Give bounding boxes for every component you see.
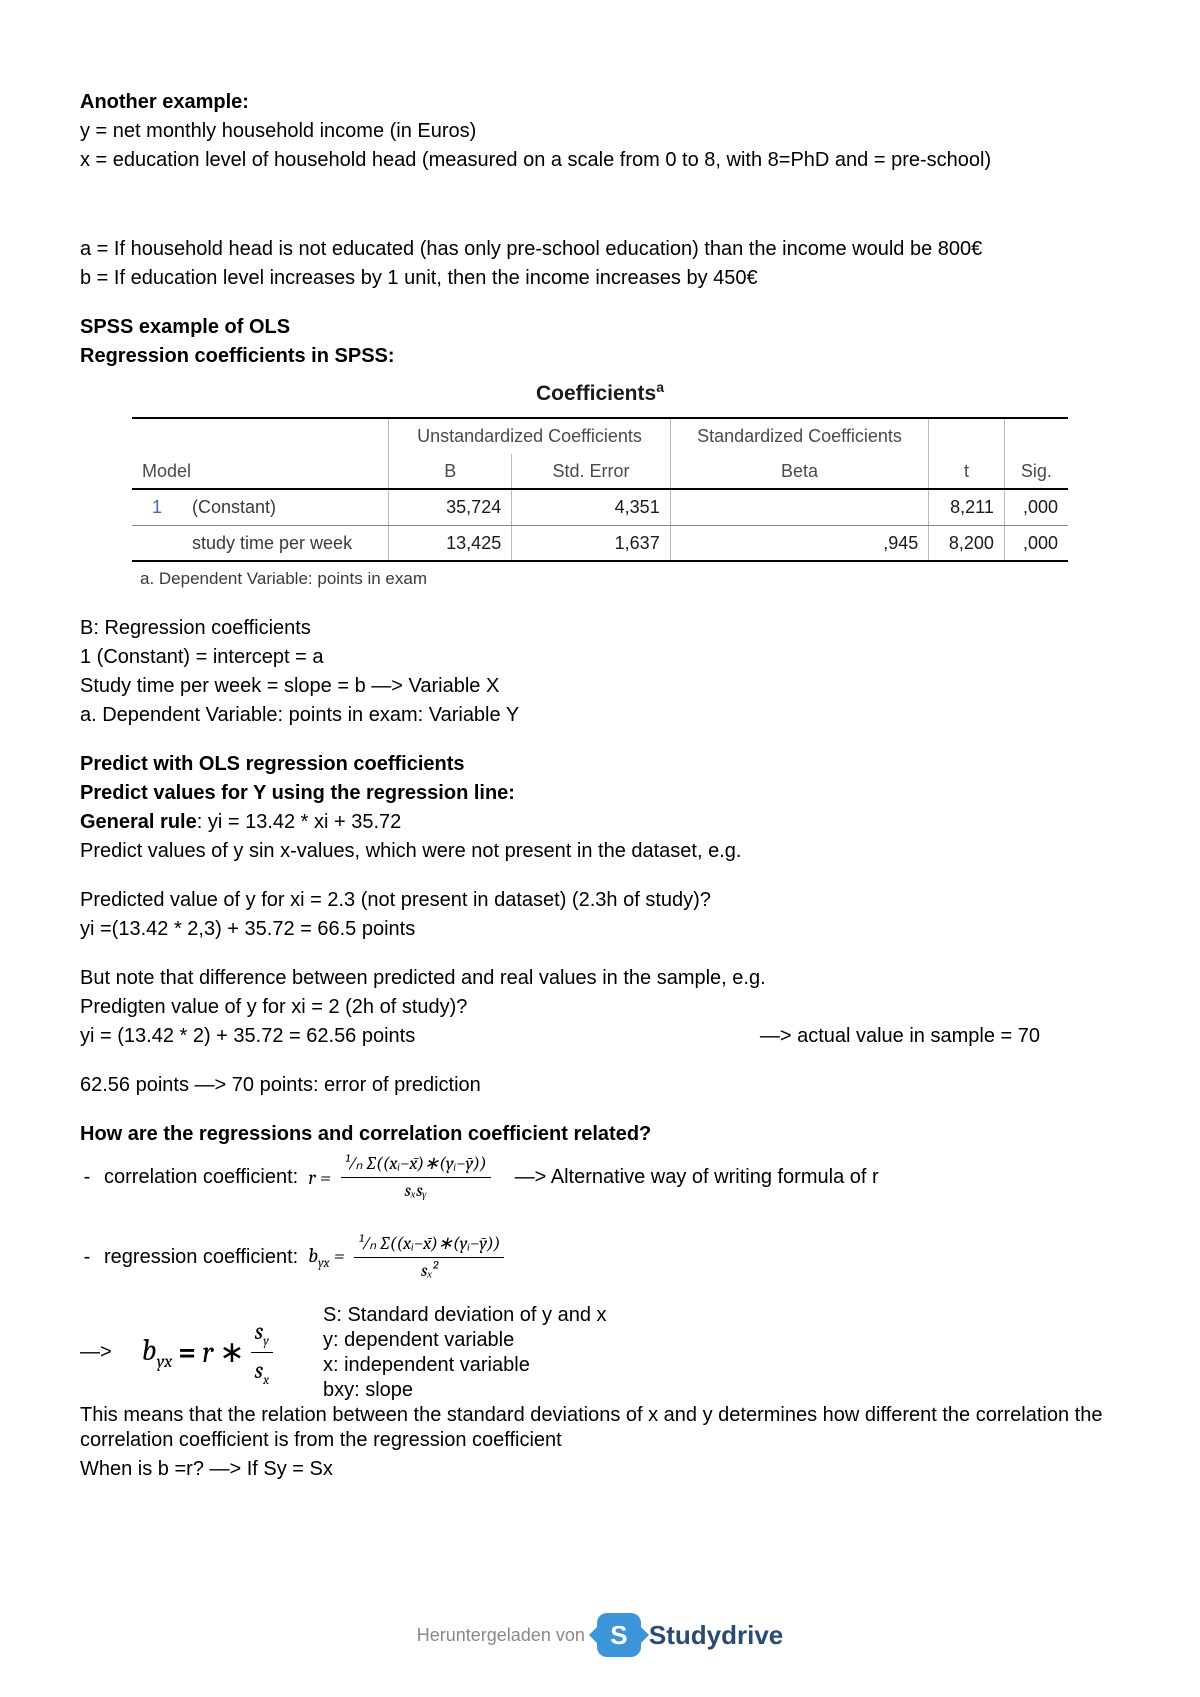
- col-b: B: [389, 454, 512, 490]
- explain-constant: 1 (Constant) = intercept = a: [80, 645, 1120, 670]
- cell-se: 4,351: [512, 489, 670, 525]
- cell-b: 13,425: [389, 525, 512, 561]
- coefficients-table: Unstandardized Coefficients Standardized…: [132, 417, 1068, 562]
- y-definition: y = net monthly household income (in Eur…: [80, 119, 1120, 144]
- predict-line: Predigten value of y for xi = 2 (2h of s…: [80, 995, 1120, 1020]
- yx-sub: yx: [157, 1351, 173, 1372]
- reg-formula-line: - regression coefficient: byx = ¹⁄ₙ ∑((x…: [80, 1233, 1120, 1283]
- frac-num: ¹⁄ₙ ∑((xᵢ−x̄)∗(yᵢ−ȳ)): [341, 1153, 491, 1179]
- reg-label: regression coefficient:: [104, 1245, 298, 1270]
- a-definition: a = If household head is not educated (h…: [80, 237, 1120, 262]
- relation-heading: How are the regressions and correlation …: [80, 1122, 1120, 1147]
- bullet-dash: -: [80, 1165, 94, 1190]
- cell-se: 1,637: [512, 525, 670, 561]
- frac-den: sₓsᵧ: [401, 1178, 431, 1203]
- arrow: —>: [80, 1340, 112, 1365]
- def-s: S: Standard deviation of y and x: [323, 1303, 607, 1328]
- def-bxy: bxy: slope: [323, 1378, 607, 1403]
- predict-line: Predict values of y sin x-values, which …: [80, 839, 1120, 864]
- def-x: x: independent variable: [323, 1353, 607, 1378]
- b-definition: b = If education level increases by 1 un…: [80, 266, 1120, 291]
- spss-title-sup: a: [656, 379, 664, 395]
- col-model: Model: [132, 454, 389, 490]
- col-t: t: [929, 454, 1005, 490]
- explain-b: B: Regression coefficients: [80, 616, 1120, 641]
- eq-sign: =: [178, 1334, 196, 1372]
- sy-sx-fraction: sy sx: [250, 1316, 273, 1389]
- col-se: Std. Error: [512, 454, 670, 490]
- spss-footnote: a. Dependent Variable: points in exam: [140, 568, 1120, 589]
- star-sym: ∗: [219, 1334, 244, 1372]
- predict-line-split: yi = (13.42 * 2) + 35.72 = 62.56 points …: [80, 1024, 1040, 1049]
- rule-eq: : yi = 13.42 * xi + 35.72: [197, 811, 402, 833]
- corr-fraction: ¹⁄ₙ ∑((xᵢ−x̄)∗(yᵢ−ȳ)) sₓsᵧ: [341, 1153, 491, 1203]
- explain-depvar: a. Dependent Variable: points in exam: V…: [80, 703, 1120, 728]
- byx-relation-line: —> byx = r ∗ sy sx S: Standard deviation…: [80, 1303, 1120, 1403]
- cell-beta: [670, 489, 929, 525]
- footer: Heruntergeladen von S Studydrive: [0, 1613, 1200, 1657]
- b-sym: b: [142, 1333, 157, 1368]
- definitions-block: S: Standard deviation of y and x y: depe…: [323, 1303, 607, 1403]
- corr-label: correlation coefficient:: [104, 1165, 298, 1190]
- byx-equals: byx =: [308, 1243, 344, 1272]
- studydrive-logo: S Studydrive: [597, 1613, 783, 1657]
- frac-den: sₓ²: [417, 1258, 442, 1283]
- bullet-dash: -: [80, 1245, 94, 1270]
- predict-heading-1: Predict with OLS regression coefficients: [80, 752, 1120, 777]
- cell-sig: ,000: [1004, 489, 1068, 525]
- cell-model: [132, 525, 182, 561]
- predict-heading-2: Predict values for Y using the regressio…: [80, 781, 1120, 806]
- cell-t: 8,200: [929, 525, 1005, 561]
- cell-sig: ,000: [1004, 525, 1068, 561]
- studydrive-badge-icon: S: [597, 1613, 641, 1657]
- predict-error: 62.56 points —> 70 points: error of pred…: [80, 1073, 1120, 1098]
- col-group-std: Standardized Coefficients: [670, 418, 929, 454]
- reg-fraction: ¹⁄ₙ ∑((xᵢ−x̄)∗(yᵢ−ȳ)) sₓ²: [354, 1233, 504, 1283]
- cell-var: (Constant): [182, 489, 389, 525]
- predict-line: yi =(13.42 * 2,3) + 35.72 = 66.5 points: [80, 917, 1120, 942]
- def-y: y: dependent variable: [323, 1328, 607, 1353]
- table-row: 1 (Constant) 35,724 4,351 8,211 ,000: [132, 489, 1068, 525]
- predict-line: But note that difference between predict…: [80, 966, 1120, 991]
- example-heading: Another example:: [80, 90, 1120, 115]
- cell-model: 1: [132, 489, 182, 525]
- footer-text: Heruntergeladen von: [417, 1624, 585, 1647]
- cell-t: 8,211: [929, 489, 1005, 525]
- studydrive-brand: Studydrive: [649, 1619, 783, 1652]
- spss-heading-2: Regression coefficients in SPSS:: [80, 344, 1120, 369]
- r-equals: r =: [308, 1165, 331, 1190]
- col-group-unstd: Unstandardized Coefficients: [389, 418, 670, 454]
- spss-heading-1: SPSS example of OLS: [80, 315, 1120, 340]
- table-row: study time per week 13,425 1,637 ,945 8,…: [132, 525, 1068, 561]
- corr-note: —> Alternative way of writing formula of…: [515, 1165, 879, 1190]
- x-definition: x = education level of household head (m…: [80, 148, 1120, 173]
- predict-left: yi = (13.42 * 2) + 35.72 = 62.56 points: [80, 1024, 415, 1049]
- spss-title-text: Coefficients: [536, 382, 656, 405]
- relation-explain-2: When is b =r? —> If Sy = Sx: [80, 1457, 1120, 1482]
- col-beta: Beta: [670, 454, 929, 490]
- col-sig: Sig.: [1004, 454, 1068, 490]
- byx-formula: byx = r ∗ sy sx: [142, 1316, 273, 1389]
- spss-table-wrap: Coefficientsa Unstandardized Coefficient…: [80, 379, 1120, 590]
- rule-label: General rule: [80, 811, 197, 833]
- r-sym: r: [202, 1334, 213, 1372]
- explain-slope: Study time per week = slope = b —> Varia…: [80, 674, 1120, 699]
- cell-beta: ,945: [670, 525, 929, 561]
- frac-num: ¹⁄ₙ ∑((xᵢ−x̄)∗(yᵢ−ȳ)): [354, 1233, 504, 1259]
- spss-table-title: Coefficientsa: [80, 379, 1120, 407]
- corr-formula-line: - correlation coefficient: r = ¹⁄ₙ ∑((xᵢ…: [80, 1153, 1120, 1203]
- predict-right: —> actual value in sample = 70: [760, 1024, 1040, 1049]
- general-rule: General rule: yi = 13.42 * xi + 35.72: [80, 810, 1120, 835]
- predict-line: Predicted value of y for xi = 2.3 (not p…: [80, 888, 1120, 913]
- relation-explain-1: This means that the relation between the…: [80, 1403, 1120, 1453]
- cell-var: study time per week: [182, 525, 389, 561]
- cell-b: 35,724: [389, 489, 512, 525]
